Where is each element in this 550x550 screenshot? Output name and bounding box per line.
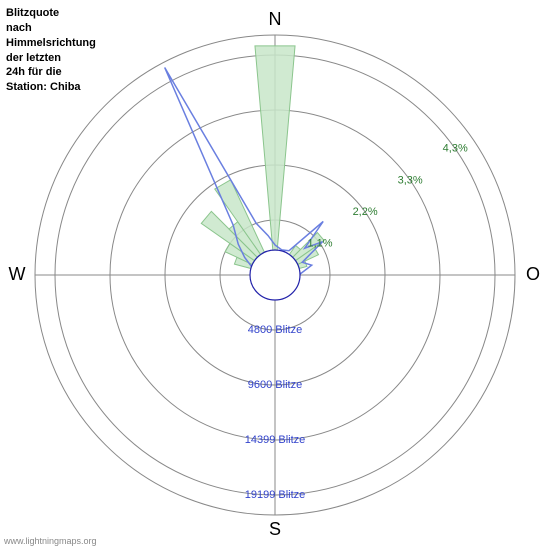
cardinal-label: N	[269, 9, 282, 29]
cardinal-label: W	[9, 264, 26, 284]
center-ring	[250, 250, 300, 300]
attribution-label: www.lightningmaps.org	[4, 536, 97, 546]
percent-label: 1,1%	[308, 237, 333, 249]
percent-label: 3,3%	[398, 174, 423, 186]
blitz-label: 19199 Blitze	[245, 489, 306, 501]
percent-label: 2,2%	[353, 206, 378, 218]
chart-title: Blitzquote nach Himmelsrichtung der letz…	[6, 6, 96, 95]
blitz-label: 9600 Blitze	[248, 379, 302, 391]
percent-wedge	[255, 46, 295, 250]
blitz-label: 4800 Blitze	[248, 324, 302, 336]
percent-label: 4,3%	[443, 143, 468, 155]
blitz-label: 14399 Blitze	[245, 434, 306, 446]
cardinal-label: O	[526, 264, 540, 284]
cardinal-label: S	[269, 519, 281, 539]
